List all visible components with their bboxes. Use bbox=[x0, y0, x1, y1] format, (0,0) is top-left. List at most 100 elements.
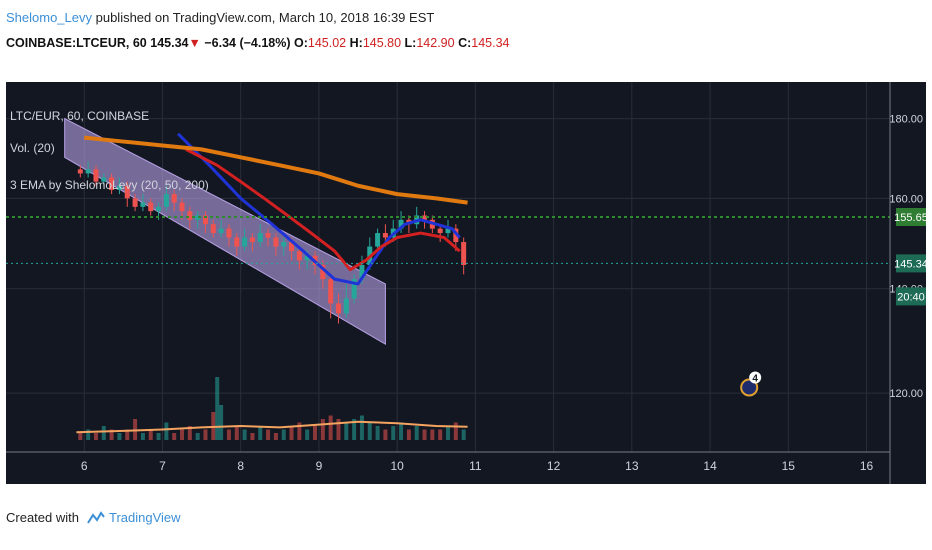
candle-body bbox=[296, 251, 302, 261]
event-marker-circle bbox=[740, 378, 759, 397]
y-tick-label: 120.00 bbox=[889, 388, 923, 400]
candle-body bbox=[226, 228, 232, 238]
candle-body bbox=[359, 264, 365, 280]
candle-body bbox=[202, 215, 208, 225]
volume-bar bbox=[273, 433, 278, 440]
candle-body bbox=[437, 228, 443, 234]
volume-bar bbox=[305, 429, 310, 440]
legend-ema: 3 EMA by ShelomoLevy (20, 50, 200) bbox=[10, 178, 209, 192]
x-tick-label: 15 bbox=[782, 459, 796, 473]
candles bbox=[77, 161, 467, 324]
candle-body bbox=[171, 194, 177, 203]
volume-bar bbox=[117, 433, 122, 440]
volume-bar bbox=[226, 429, 231, 440]
candle-body bbox=[335, 303, 341, 314]
candle bbox=[242, 228, 248, 252]
volume-bar bbox=[187, 426, 192, 440]
x-tick-label: 16 bbox=[860, 459, 874, 473]
candle bbox=[218, 219, 224, 238]
candle-body bbox=[132, 198, 138, 207]
ema-line bbox=[177, 132, 461, 286]
candle bbox=[187, 206, 193, 229]
candle-body bbox=[445, 228, 451, 234]
close-label: C: bbox=[458, 36, 472, 50]
volume-bar bbox=[430, 429, 435, 440]
candle-body bbox=[101, 177, 107, 182]
candle-body bbox=[85, 169, 91, 174]
symbol-name: COINBASE:LTCEUR, 60 bbox=[6, 36, 147, 50]
candle-body bbox=[156, 206, 162, 212]
candle-body bbox=[77, 169, 83, 174]
candle-body bbox=[187, 211, 193, 220]
candle-body bbox=[398, 219, 404, 229]
volume-bar bbox=[297, 422, 302, 440]
candle-body bbox=[195, 215, 201, 220]
tradingview-link[interactable]: TradingView bbox=[108, 510, 181, 525]
candle bbox=[195, 211, 201, 229]
time-axis: 6 7 8 9 10 11 12 13 14 15 16 bbox=[81, 459, 874, 473]
candle-body bbox=[328, 279, 334, 304]
volume-bar bbox=[344, 422, 349, 440]
x-tick-label: 13 bbox=[625, 459, 639, 473]
candle bbox=[132, 194, 138, 212]
candle-body bbox=[320, 264, 326, 280]
y-tick-label: 180.00 bbox=[889, 114, 923, 126]
candle-body bbox=[422, 215, 428, 220]
x-tick-label: 11 bbox=[469, 459, 482, 473]
candle-body bbox=[249, 237, 255, 243]
tradingview-logo-icon bbox=[87, 510, 105, 524]
time-axis-background bbox=[6, 452, 890, 484]
open-label: O: bbox=[294, 36, 308, 50]
x-tick-label: 12 bbox=[547, 459, 561, 473]
candle bbox=[140, 194, 146, 212]
candle bbox=[93, 165, 99, 186]
volume-bar bbox=[109, 429, 114, 440]
volume-bar bbox=[406, 429, 411, 440]
volume-ma-line bbox=[76, 420, 468, 434]
volume-bar bbox=[258, 426, 263, 440]
candle-body bbox=[304, 255, 310, 261]
volume-bar bbox=[320, 419, 325, 440]
volume-bar bbox=[172, 433, 177, 440]
ema-line bbox=[84, 135, 468, 205]
x-tick-label: 9 bbox=[316, 459, 323, 473]
candle bbox=[109, 173, 115, 195]
volume-bars bbox=[76, 377, 468, 440]
volume-bar bbox=[164, 422, 169, 440]
volume-bar bbox=[352, 419, 357, 440]
candle-body bbox=[382, 233, 388, 238]
price-levels bbox=[6, 215, 890, 264]
volume-bar bbox=[328, 415, 333, 440]
candle bbox=[202, 211, 208, 234]
candle bbox=[343, 283, 349, 319]
ema-lines bbox=[84, 132, 468, 286]
last-price: 145.34 bbox=[150, 36, 189, 50]
candle bbox=[77, 165, 83, 178]
event-marker[interactable]: 4 bbox=[740, 371, 762, 397]
candle bbox=[320, 260, 326, 289]
candle bbox=[273, 233, 279, 256]
countdown-tag-bg bbox=[896, 287, 926, 306]
publish-info: Shelomo_Levy published on TradingView.co… bbox=[6, 10, 434, 25]
x-tick-label: 10 bbox=[390, 459, 404, 473]
candle-body bbox=[234, 237, 240, 247]
volume-bar bbox=[281, 429, 286, 440]
candle bbox=[226, 224, 232, 247]
candle bbox=[328, 274, 334, 319]
volume-bar bbox=[383, 429, 388, 440]
candle-body bbox=[148, 202, 154, 212]
open-value: 145.02 bbox=[307, 36, 347, 50]
low-value: 142.90 bbox=[416, 36, 455, 50]
chart-background bbox=[6, 82, 926, 484]
candle bbox=[351, 274, 357, 304]
volume-bar bbox=[195, 433, 200, 440]
volume-bar bbox=[461, 429, 466, 440]
volume-bar bbox=[242, 429, 247, 440]
author-link[interactable]: Shelomo_Levy bbox=[6, 10, 92, 25]
candle-body bbox=[109, 177, 115, 190]
x-tick-label: 6 bbox=[81, 459, 88, 473]
candle-body bbox=[273, 237, 279, 247]
volume-bar bbox=[313, 426, 318, 440]
